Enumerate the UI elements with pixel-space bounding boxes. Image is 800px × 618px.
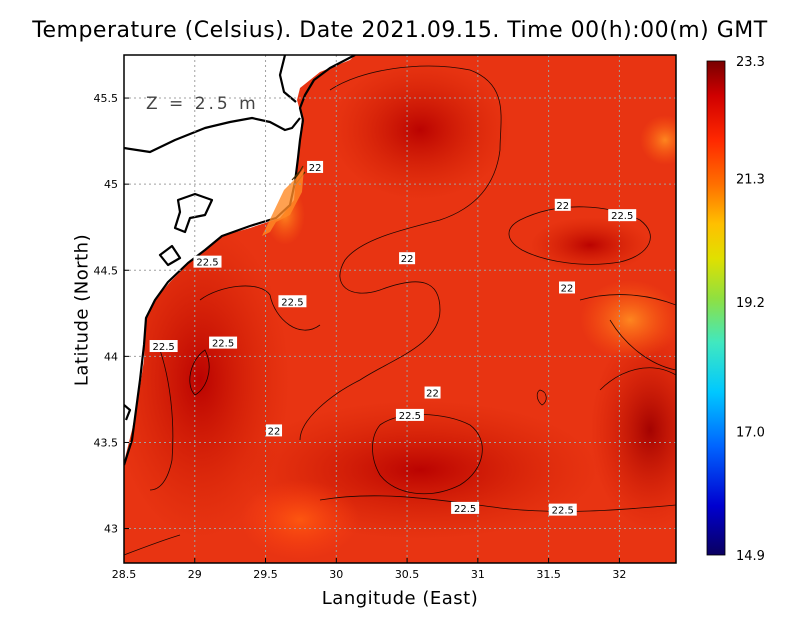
contour-label: 22: [309, 163, 322, 174]
contour-label: 22: [268, 426, 281, 437]
x-axis-label: Langitude (East): [321, 588, 479, 609]
isotherm-22-5: [199, 285, 321, 331]
contour-label-box: [395, 408, 424, 421]
colorbar-tick-label: 14.9: [736, 549, 765, 564]
x-tick-label: 31: [471, 568, 485, 581]
contour-label-layer: 22 22 22.5 22 22.5 22 22.5 22.5 22.5 22 22.5 22 22.5…: [149, 160, 637, 517]
colorbar: [706, 60, 726, 556]
contour-label: 22.5: [552, 506, 574, 517]
y-tick-label: 45: [104, 178, 118, 191]
contour-label-box: [149, 340, 178, 353]
x-tick-label: 29: [188, 568, 202, 581]
contour-label-box: [548, 503, 577, 516]
warm-patch: [330, 60, 510, 200]
grid-lines: [124, 55, 676, 563]
y-axis-ticks: 43 43.5 44 44.5 45 45.5: [94, 92, 129, 536]
contour-label-box: [399, 252, 416, 265]
isotherm-22: [536, 389, 547, 406]
cool-patch: [240, 480, 360, 560]
contour-label: 22: [426, 389, 439, 400]
contour-label: 22.5: [196, 258, 218, 269]
isotherm-22: [299, 65, 502, 441]
y-tick-label: 44.5: [94, 264, 119, 277]
map-area: 22 22 22.5 22 22.5 22 22.5 22.5 22.5 22 22.5 22 22.5…: [124, 55, 676, 563]
isotherm-22-5: [149, 349, 174, 491]
lake-shore: [173, 192, 214, 234]
lake-shore: [158, 244, 182, 267]
y-tick-label: 45.5: [94, 92, 119, 105]
cool-patch: [580, 280, 676, 360]
contour-label-box: [554, 198, 571, 211]
isotherm-22-5: [372, 414, 483, 495]
isotherm-22-5: [319, 495, 676, 512]
contour-label-box: [266, 424, 283, 437]
contour-label: 22.5: [399, 411, 421, 422]
contour-label-box: [608, 209, 637, 222]
contour-label-box: [307, 160, 324, 173]
coastline: [124, 404, 132, 421]
isotherm-22-5: [189, 349, 210, 396]
contour-label: 22.5: [152, 342, 174, 353]
contour-label-box: [193, 255, 222, 268]
nearshore-cool-band: [262, 168, 304, 236]
colorbar-labels: 23.3 21.3 19.2 17.0 14.9: [736, 55, 765, 564]
plot-frame: [123, 54, 677, 564]
isotherm-22: [508, 206, 651, 265]
contour-label: 22: [401, 254, 414, 265]
delta-shoreline: [124, 116, 301, 154]
contour-label: 22: [561, 283, 574, 294]
x-tick-label: 29.5: [253, 568, 278, 581]
contour-label: 22: [556, 201, 569, 212]
y-tick-label: 43: [104, 523, 118, 536]
x-tick-label: 31.5: [536, 568, 561, 581]
lagoon-shoreline: [278, 55, 297, 103]
y-tick-label: 44: [104, 350, 118, 363]
colorbar-tick-label: 19.2: [736, 296, 765, 311]
x-tick-label: 30: [329, 568, 343, 581]
cool-patch: [640, 115, 676, 165]
x-tick-label: 32: [612, 568, 626, 581]
contour-label: 22.5: [454, 504, 476, 515]
x-axis-ticks: 28.5 29 29.5 30 30.5 31 31.5 32: [112, 558, 626, 581]
isotherm-22-5: [599, 367, 676, 391]
contour-label: 22.5: [212, 339, 234, 350]
x-tick-label: 30.5: [395, 568, 420, 581]
depth-label: Z = 2.5 m: [146, 94, 259, 114]
coastline: [298, 55, 356, 121]
isotherm-22: [609, 319, 676, 371]
isotherm-22: [124, 534, 181, 556]
contour-label: 22.5: [611, 211, 633, 222]
colorbar-tick-label: 17.0: [736, 426, 765, 441]
isotherms: [124, 65, 676, 556]
y-tick-label: 43.5: [94, 436, 119, 449]
colorbar-tick-label: 23.3: [736, 55, 765, 70]
warm-patch: [530, 217, 650, 273]
contour-label: 22.5: [281, 297, 303, 308]
x-tick-label: 28.5: [112, 568, 137, 581]
isotherm-22: [579, 294, 676, 306]
contour-label-box: [424, 386, 441, 399]
contour-label-box: [278, 295, 307, 308]
colorbar-tick-label: 21.3: [736, 173, 765, 188]
contour-label-box: [451, 501, 480, 514]
contour-label-box: [559, 281, 576, 294]
chart-title: Temperature (Celsius). Date 2021.09.15. …: [32, 18, 768, 43]
contour-label-box: [209, 336, 238, 349]
